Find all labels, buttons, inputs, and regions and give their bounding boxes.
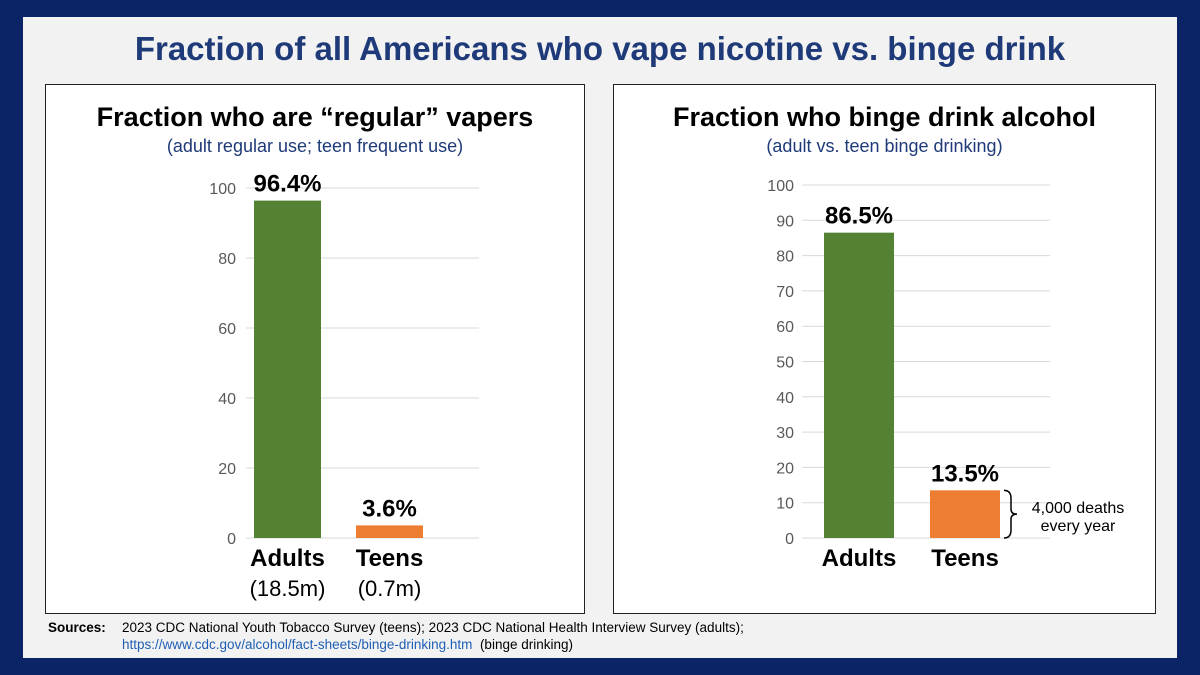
y-tick-label: 40 [776, 390, 794, 407]
slide: Fraction of all Americans who vape nicot… [23, 17, 1177, 658]
sources-line-1: 2023 CDC National Youth Tobacco Survey (… [122, 620, 744, 635]
y-tick-label: 30 [776, 425, 794, 442]
y-tick-label: 20 [776, 460, 794, 477]
category-label-adults: Adults [822, 545, 897, 572]
y-tick-label: 90 [776, 213, 794, 230]
data-label-teens: 13.5% [931, 460, 999, 487]
drinking-chart-panel: Fraction who binge drink alcohol (adult … [613, 84, 1156, 614]
category-sublabel-adults: (18.5m) [250, 576, 326, 601]
category-label-adults: Adults [250, 545, 325, 572]
y-tick-label: 0 [227, 531, 236, 548]
category-label-teens: Teens [356, 545, 424, 572]
y-tick-label: 80 [776, 249, 794, 266]
y-tick-label: 60 [776, 319, 794, 336]
data-label-adults: 86.5% [825, 203, 893, 230]
drinking-chart-title: Fraction who binge drink alcohol [672, 102, 1097, 132]
y-tick-label: 100 [767, 178, 794, 195]
annotation-text-line-1: 4,000 deaths [1032, 500, 1125, 517]
sources-note: Sources: 2023 CDC National Youth Tobacco … [48, 619, 744, 653]
annotation-brace [1003, 489, 1018, 539]
sources-line-2-suffix: (binge drinking) [479, 637, 573, 652]
vaping-chart-panel: Fraction who are “regular” vapers (adult… [45, 84, 585, 614]
sources-label: Sources: [48, 620, 106, 635]
y-tick-label: 10 [776, 496, 794, 513]
bar-teens [356, 525, 423, 538]
category-label-teens: Teens [931, 545, 999, 572]
vaping-chart-subtitle: (adult regular use; teen frequent use) [166, 136, 464, 156]
y-tick-label: 70 [776, 284, 794, 301]
y-tick-label: 80 [218, 251, 236, 268]
drinking-chart-subtitle: (adult vs. teen binge drinking) [766, 136, 1003, 156]
y-tick-label: 100 [209, 181, 236, 198]
sources-link[interactable]: https://www.cdc.gov/alcohol/fact-sheets/… [122, 637, 473, 652]
vaping-chart-plot: 0 20 40 60 80 100 96.4% Adults (18.5m) 3.6% Teens (… [209, 171, 479, 601]
y-tick-label: 0 [785, 531, 794, 548]
bar-adults [254, 200, 321, 538]
annotation-text-line-2: every year [1041, 518, 1116, 535]
y-tick-label: 60 [218, 321, 236, 338]
bar-adults [824, 232, 894, 538]
bar-teens [930, 490, 1000, 538]
drinking-chart-plot: 0 10 20 30 40 50 60 70 80 90 100 86.5% Adults 13.5% Te… [767, 178, 1125, 572]
y-tick-label: 50 [776, 355, 794, 372]
vaping-chart-title: Fraction who are “regular” vapers [96, 102, 534, 132]
y-tick-label: 40 [218, 391, 236, 408]
data-label-teens: 3.6% [362, 495, 417, 522]
page-title: Fraction of all Americans who vape nicot… [134, 30, 1066, 67]
y-tick-label: 20 [218, 461, 236, 478]
category-sublabel-teens: (0.7m) [358, 576, 422, 601]
data-label-adults: 96.4% [253, 171, 321, 198]
